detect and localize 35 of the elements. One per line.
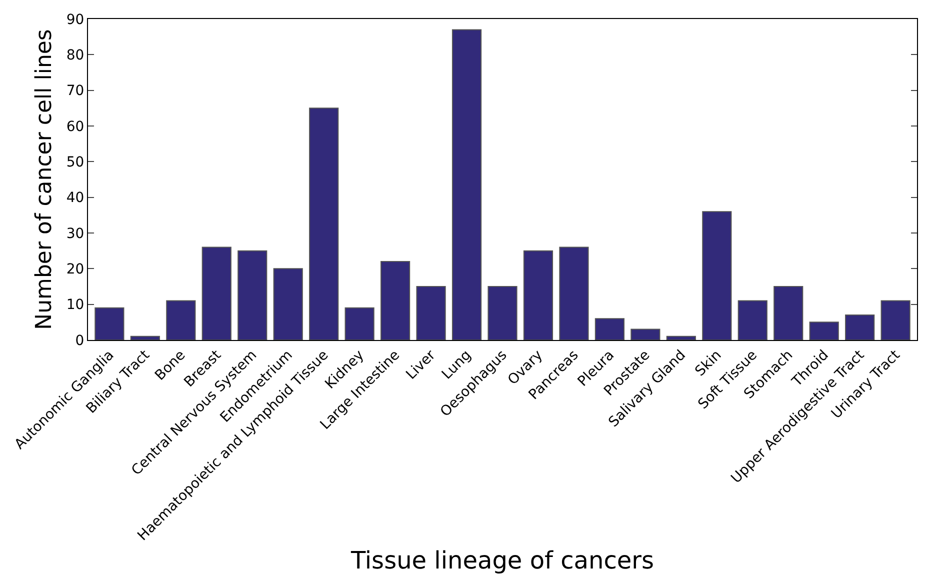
bar [202, 246, 232, 340]
bar [166, 300, 196, 340]
bar [809, 322, 839, 340]
bar [344, 307, 374, 340]
y-tick-label: 40 [66, 190, 84, 206]
y-tick-label: 60 [66, 118, 84, 135]
bar [702, 211, 732, 340]
bar [309, 108, 339, 340]
bar [630, 328, 660, 340]
bar [559, 246, 589, 340]
bar [594, 318, 624, 340]
y-axis-title: Number of cancer cell lines [32, 29, 58, 330]
bar [845, 314, 875, 340]
bar [488, 286, 518, 340]
bar [738, 300, 768, 340]
bar [238, 250, 268, 340]
y-tick-label: 30 [66, 226, 84, 242]
y-tick-label: 20 [66, 262, 84, 278]
bar [130, 336, 160, 340]
bar [94, 307, 124, 340]
bar [452, 29, 482, 340]
bar [774, 286, 804, 340]
x-axis-title: Tissue lineage of cancers [350, 546, 654, 574]
y-tick-label: 10 [66, 297, 84, 314]
bar [523, 250, 554, 340]
bar [880, 300, 910, 340]
bar [273, 268, 303, 340]
bar [666, 336, 696, 340]
y-tick-label: 70 [66, 83, 84, 100]
y-tick-label: 50 [66, 154, 84, 171]
y-tick-label: 90 [66, 12, 84, 28]
y-tick-label: 80 [66, 48, 84, 64]
bar [416, 286, 446, 340]
y-tick-label: 0 [75, 332, 84, 349]
bar [380, 261, 410, 340]
